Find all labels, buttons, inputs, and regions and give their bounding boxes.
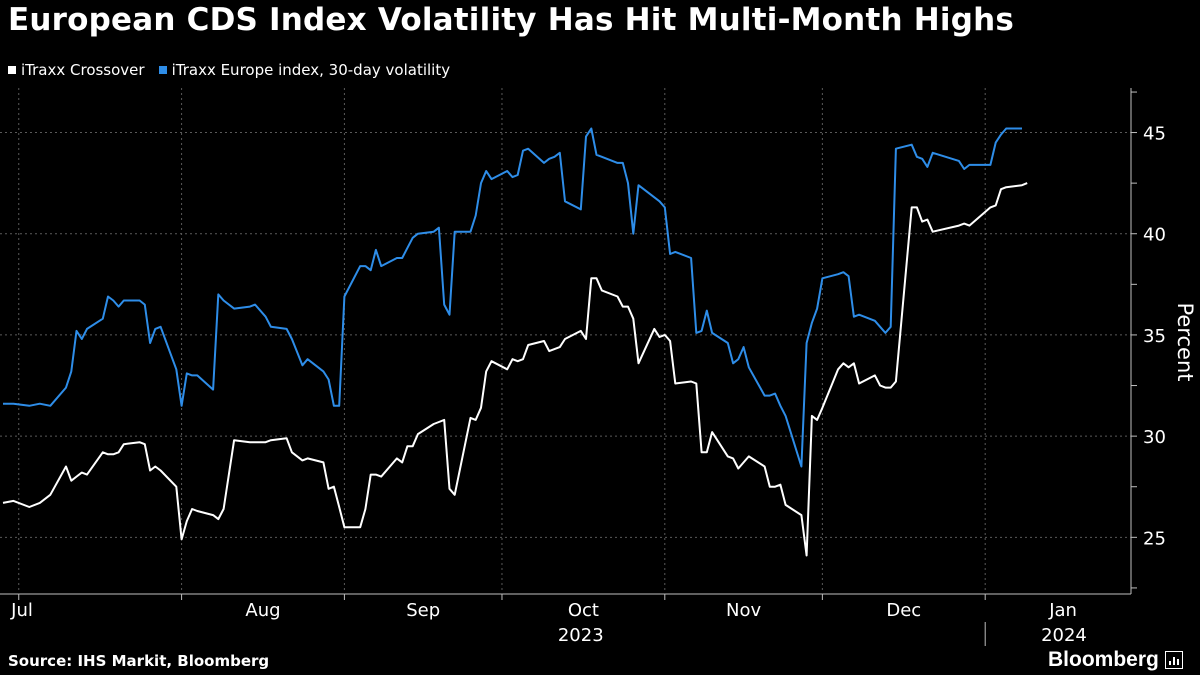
y-tick-label-35: 35: [1143, 326, 1166, 347]
bloomberg-mark-icon: [1164, 651, 1183, 669]
y-tick-label-30: 30: [1143, 427, 1166, 448]
legend: iTraxx Crossover iTraxx Europe index, 30…: [8, 60, 464, 80]
year-label-2024: 2024: [1041, 625, 1087, 646]
legend-label-crossover: iTraxx Crossover: [21, 61, 145, 79]
x-tick-label-oct: Oct: [568, 600, 599, 621]
legend-label-europe-volatility: iTraxx Europe index, 30-day volatility: [171, 61, 451, 79]
x-tick-label-jan: Jan: [1048, 600, 1077, 621]
brand-name: Bloomberg: [1048, 648, 1159, 671]
x-tick-label-sep: Sep: [406, 600, 440, 621]
chart-title: European CDS Index Volatility Has Hit Mu…: [8, 2, 1015, 38]
legend-swatch-crossover: [8, 66, 16, 74]
y-axis-title: Percent: [1173, 302, 1197, 381]
source-note: Source: IHS Markit, Bloomberg: [8, 652, 270, 670]
y-tick-label-45: 45: [1143, 124, 1166, 145]
x-tick-label-nov: Nov: [726, 600, 761, 621]
legend-item-europe-volatility: iTraxx Europe index, 30-day volatility: [158, 61, 451, 79]
legend-swatch-europe-volatility: [158, 66, 167, 74]
series-line-crossover: [2, 182, 1028, 557]
series-line-europe-volatility: [3, 127, 1022, 468]
x-tick-label-jul: Jul: [10, 600, 33, 621]
y-tick-label-25: 25: [1143, 528, 1166, 549]
legend-item-crossover: iTraxx Crossover: [8, 61, 145, 79]
y-tick-label-40: 40: [1143, 225, 1166, 246]
x-tick-label-dec: Dec: [886, 600, 921, 621]
bloomberg-logo: Bloomberg: [1048, 648, 1183, 672]
x-tick-label-aug: Aug: [245, 600, 280, 621]
year-label-2023: 2023: [558, 625, 604, 646]
